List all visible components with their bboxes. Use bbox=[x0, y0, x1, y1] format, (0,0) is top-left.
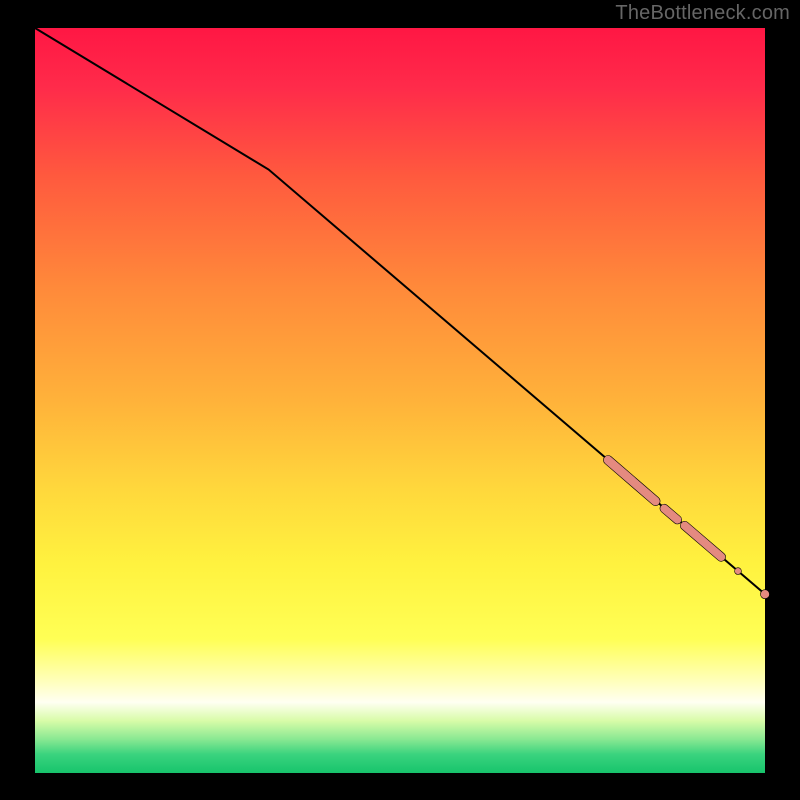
marker-dot bbox=[761, 590, 770, 599]
plot-background bbox=[35, 28, 765, 773]
chart-svg bbox=[0, 0, 800, 800]
chart-frame: TheBottleneck.com bbox=[0, 0, 800, 800]
marker-dot bbox=[735, 568, 742, 575]
